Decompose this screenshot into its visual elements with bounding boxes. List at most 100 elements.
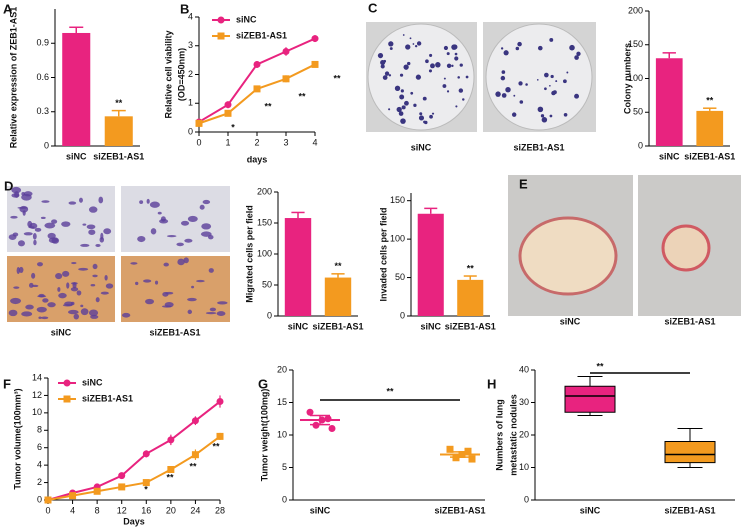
x-tick-label: siNC (66, 151, 87, 161)
cell (176, 242, 184, 247)
colony (451, 44, 457, 50)
point (468, 455, 476, 463)
annotation: * (144, 484, 148, 494)
bar (284, 218, 312, 316)
y-tick-label: 0 (37, 494, 42, 504)
cell (216, 311, 226, 316)
x-tick-label: siNC (580, 505, 601, 515)
cell (160, 216, 166, 222)
x-tick-label: siZEB1-AS1 (664, 505, 715, 515)
cell (70, 301, 75, 306)
cell (196, 279, 205, 283)
annotation: ** (334, 261, 342, 271)
image-caption: siNC (411, 142, 432, 152)
colony (399, 94, 405, 100)
bar (324, 277, 352, 316)
y-tick-label: 8 (37, 425, 42, 435)
colony (394, 85, 401, 92)
y-tick-label: 10 (32, 407, 42, 417)
cell (21, 191, 26, 196)
annotation: ** (706, 96, 714, 106)
cell (92, 263, 98, 270)
x-axis-label: days (247, 154, 268, 164)
y-axis-label: (OD=450nm) (176, 48, 186, 101)
colony (544, 72, 549, 78)
cell (121, 312, 131, 318)
colony (555, 80, 558, 83)
marker (253, 60, 261, 68)
y-tick-label: 1 (188, 98, 193, 108)
cell (187, 297, 197, 302)
colony (446, 90, 450, 93)
cell (40, 216, 46, 220)
cell (177, 258, 185, 266)
colony (396, 106, 402, 113)
x-tick-label: 3 (283, 137, 288, 147)
panel-label: H (487, 376, 496, 391)
cell (105, 283, 114, 289)
colony (549, 114, 553, 118)
marker (311, 60, 319, 68)
cell (41, 200, 50, 203)
x-tick-label: siZEB1-AS1 (684, 151, 735, 161)
y-tick-label: 0 (282, 494, 287, 504)
colony (513, 94, 516, 97)
cell (25, 304, 34, 310)
cell (8, 309, 18, 317)
y-tick-label: 4 (37, 460, 42, 470)
cell (57, 287, 61, 292)
colony (454, 56, 459, 61)
y-tick-label: 0 (638, 140, 643, 150)
cell (55, 272, 63, 280)
y-tick-label: 20 (277, 364, 287, 374)
cell (143, 279, 152, 283)
cell (73, 313, 80, 320)
colony (400, 118, 406, 124)
colony (462, 98, 465, 101)
y-tick-label: 40 (519, 364, 529, 374)
colony (569, 44, 575, 51)
cell (86, 224, 96, 230)
x-tick-label: 0 (196, 137, 201, 147)
marker (311, 35, 319, 43)
marker (216, 432, 224, 440)
cell (208, 268, 214, 273)
marker (282, 75, 290, 83)
colony (541, 117, 548, 123)
panel-label: C (368, 0, 378, 15)
x-tick-label: siZEB1-AS1 (445, 321, 496, 331)
cell (68, 309, 79, 315)
colony (501, 70, 506, 74)
x-tick-label: siNC (310, 505, 331, 515)
panel-label: D (4, 178, 13, 193)
colony (430, 63, 435, 69)
colony (443, 45, 449, 51)
x-tick-label: 4 (312, 137, 317, 147)
cell (28, 226, 35, 229)
legend-marker (217, 16, 225, 24)
bar (457, 279, 484, 316)
cell (88, 206, 98, 213)
colony (465, 75, 469, 79)
x-tick-label: 16 (141, 505, 151, 515)
cell (11, 186, 22, 194)
y-axis-label: Relative expression of ZEB1-AS1 (8, 7, 18, 149)
y-tick-label: 2 (188, 69, 193, 79)
colony (400, 89, 404, 93)
y-axis-label: metastatic nodules (508, 394, 518, 476)
colony (537, 106, 544, 113)
marker (216, 398, 224, 406)
marker (167, 466, 175, 473)
legend-label: siZEB1-AS1 (236, 30, 287, 40)
cell (201, 223, 212, 230)
x-tick-label: 24 (190, 505, 200, 515)
annotation: ** (189, 461, 197, 471)
cell (95, 297, 100, 303)
colony (428, 69, 432, 73)
annotation: ** (596, 361, 604, 371)
colony (515, 46, 520, 51)
y-axis-label: Tumor volume(100mm³) (12, 388, 22, 489)
x-tick-label: 2 (254, 137, 259, 147)
colony (563, 112, 568, 117)
